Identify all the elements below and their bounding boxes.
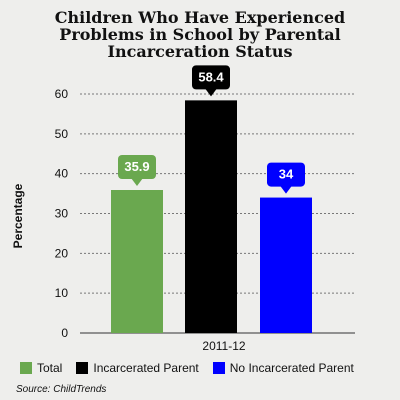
data-label-pointer-no-incarcerated <box>280 185 292 194</box>
chart-title-line-3: Incarceration Status <box>107 42 293 61</box>
chart-title-line-1: Children Who Have Experienced <box>54 8 346 27</box>
y-tick-label: 20 <box>55 246 69 260</box>
legend-label-total: Total <box>37 361 63 375</box>
legend: Total Incarcerated Parent No Incarcerate… <box>20 361 368 375</box>
data-label-box-no-incarcerated <box>267 162 305 187</box>
legend-item-incarcerated: Incarcerated Parent <box>76 361 199 375</box>
y-tick-label: 60 <box>55 87 69 101</box>
data-label-total: 35.9 <box>118 154 156 186</box>
y-axis-ticks: 0 10 20 30 40 50 60 <box>55 87 69 340</box>
bar-no-incarcerated <box>260 197 312 333</box>
legend-swatch-no-incarcerated <box>212 362 225 374</box>
source-note: Source: ChildTrends <box>16 384 107 395</box>
x-tick-label: 2011-12 <box>202 339 245 353</box>
y-axis-label: Percentage <box>11 183 25 248</box>
bar-incarcerated <box>185 100 237 333</box>
chart-title: Children Who Have Experienced Problems i… <box>0 9 400 60</box>
y-tick-label: 30 <box>55 207 69 221</box>
y-tick-label: 0 <box>61 326 68 340</box>
data-label-pointer-total <box>131 177 143 186</box>
data-label-box-total <box>118 154 156 179</box>
data-label-no-incarcerated: 34 <box>267 162 305 194</box>
legend-item-no-incarcerated: No Incarcerated Parent <box>212 361 354 375</box>
data-label-pointer-incarcerated <box>205 88 217 97</box>
y-tick-label: 50 <box>55 127 69 141</box>
legend-label-no-incarcerated: No Incarcerated Parent <box>229 361 354 375</box>
legend-item-total: Total <box>20 361 62 375</box>
y-tick-label: 10 <box>55 286 69 300</box>
data-label-box-incarcerated <box>192 65 230 90</box>
data-label-incarcerated: 58.4 <box>192 65 230 97</box>
data-label-text-incarcerated: 58.4 <box>198 69 224 84</box>
legend-label-incarcerated: Incarcerated Parent <box>93 361 199 375</box>
data-labels: 35.9 58.4 34 <box>118 65 305 194</box>
legend-swatch-total <box>20 362 32 374</box>
bars <box>111 100 312 333</box>
y-tick-label: 40 <box>55 167 69 181</box>
bar-total <box>111 189 163 333</box>
data-label-text-no-incarcerated: 34 <box>279 167 294 182</box>
legend-swatch-incarcerated <box>76 362 89 374</box>
chart-title-line-2: Problems in School by Parental <box>59 25 341 44</box>
data-label-text-total: 35.9 <box>124 159 149 174</box>
